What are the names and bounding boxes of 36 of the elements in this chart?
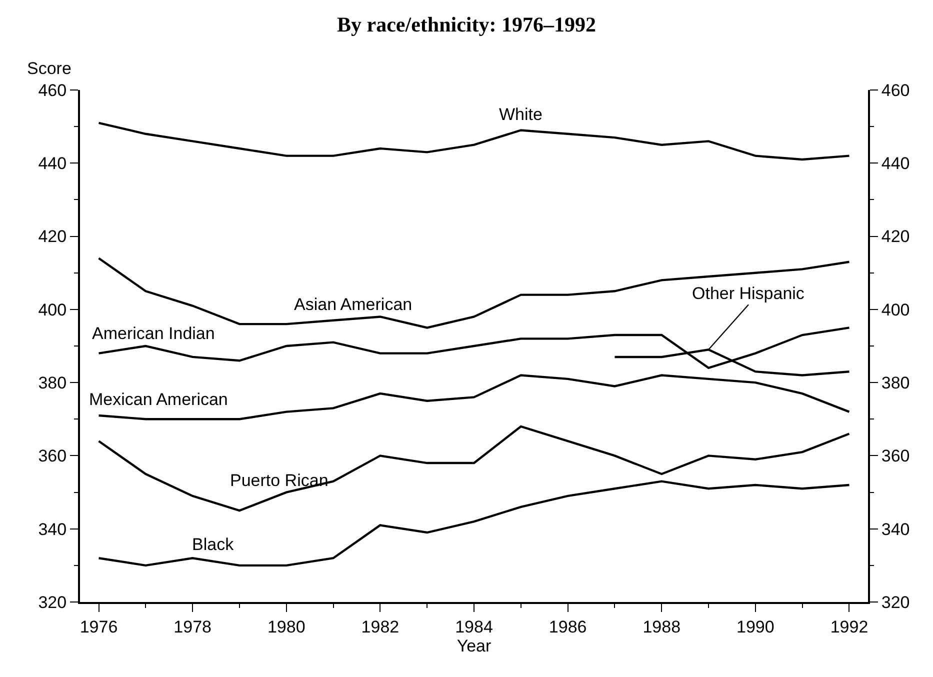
x-tick-label: 1986 (548, 617, 587, 636)
series-label: White (499, 105, 542, 124)
y2-tick-label: 320 (881, 592, 910, 612)
line-series (98, 122, 850, 161)
x-tick-label: 1976 (80, 617, 118, 636)
y-tick-label: 380 (38, 374, 67, 393)
line-series (98, 425, 850, 512)
x-tick-label: 1988 (642, 617, 681, 636)
y2-tick-label: 340 (881, 520, 910, 539)
y2-tick-label: 440 (881, 154, 910, 174)
chart-title: By race/ethnicity: 1976–1992 (337, 12, 596, 37)
series-label: Black (192, 535, 234, 554)
x-tick-label: 1982 (361, 617, 400, 636)
x-tick-label: 1990 (736, 617, 774, 636)
y-tick-label: 340 (38, 520, 67, 539)
series-label: Asian American (294, 295, 412, 314)
series-label: American Indian (92, 324, 215, 343)
y-tick-label: 440 (38, 154, 67, 174)
text: Other Hispanic (692, 284, 805, 303)
x-axis-title: Year (456, 636, 492, 656)
y-tick-label: 360 (38, 446, 67, 466)
y2-tick-label: 420 (881, 227, 910, 246)
x-tick-label: 1984 (455, 617, 493, 636)
y2-tick-label: 380 (881, 374, 910, 393)
y2-tick-label: 460 (881, 80, 910, 100)
y-tick-label: 400 (38, 300, 67, 320)
y-tick-label: 420 (38, 227, 67, 246)
y-tick-label: 460 (38, 80, 67, 100)
y2-tick-label: 400 (881, 300, 910, 320)
y2-tick-label: 360 (881, 446, 910, 466)
x-tick-label: 1992 (830, 617, 868, 636)
x-tick-label: 1980 (267, 617, 306, 636)
y-axis-title: Score (27, 59, 72, 78)
y-tick-label: 320 (38, 592, 67, 612)
series-label: Mexican American (89, 390, 228, 409)
x-tick-label: 1978 (174, 617, 212, 636)
